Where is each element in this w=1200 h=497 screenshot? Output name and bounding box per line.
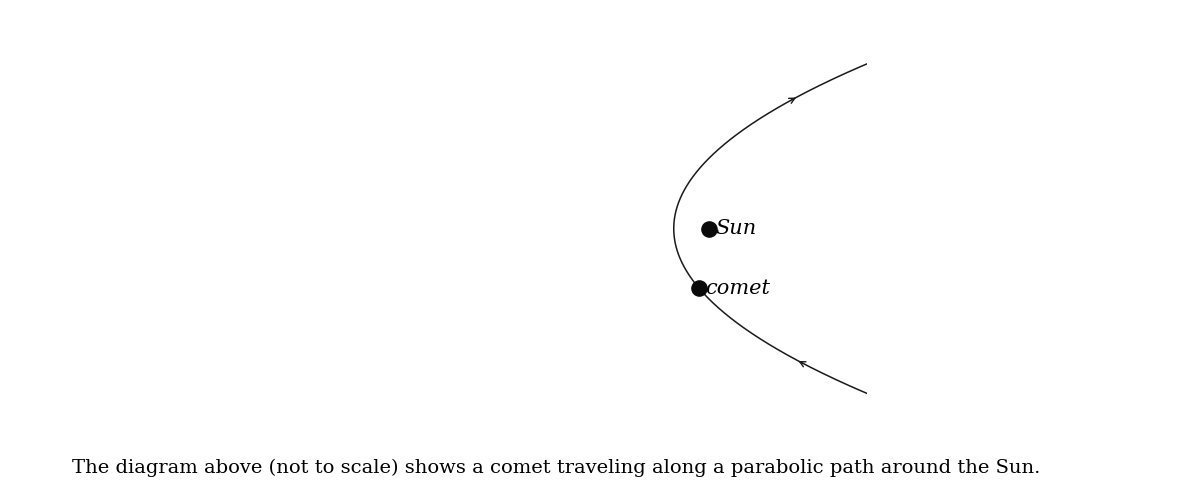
Text: Sun: Sun (715, 219, 756, 238)
Point (690, 284, 709, 292)
Text: comet: comet (706, 279, 770, 298)
Point (700, 225, 719, 233)
Text: The diagram above (not to scale) shows a comet traveling along a parabolic path : The diagram above (not to scale) shows a… (72, 459, 1040, 477)
